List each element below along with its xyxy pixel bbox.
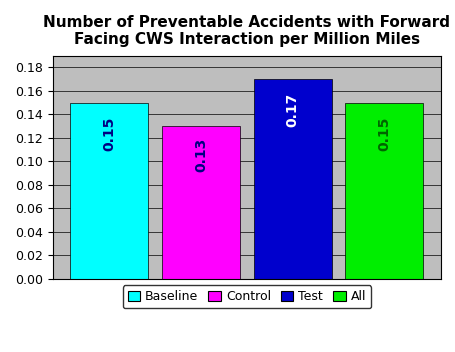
Bar <box>70 102 148 279</box>
Bar <box>162 126 239 279</box>
Text: 0.17: 0.17 <box>285 93 299 127</box>
Bar <box>253 79 331 279</box>
Text: 0.15: 0.15 <box>102 117 116 151</box>
Bar <box>345 102 422 279</box>
Text: 0.15: 0.15 <box>377 117 390 151</box>
Text: 0.13: 0.13 <box>193 138 207 172</box>
Legend: Baseline, Control, Test, All: Baseline, Control, Test, All <box>122 285 370 308</box>
Title: Number of Preventable Accidents with Forward
Facing CWS Interaction per Million : Number of Preventable Accidents with For… <box>43 15 450 48</box>
